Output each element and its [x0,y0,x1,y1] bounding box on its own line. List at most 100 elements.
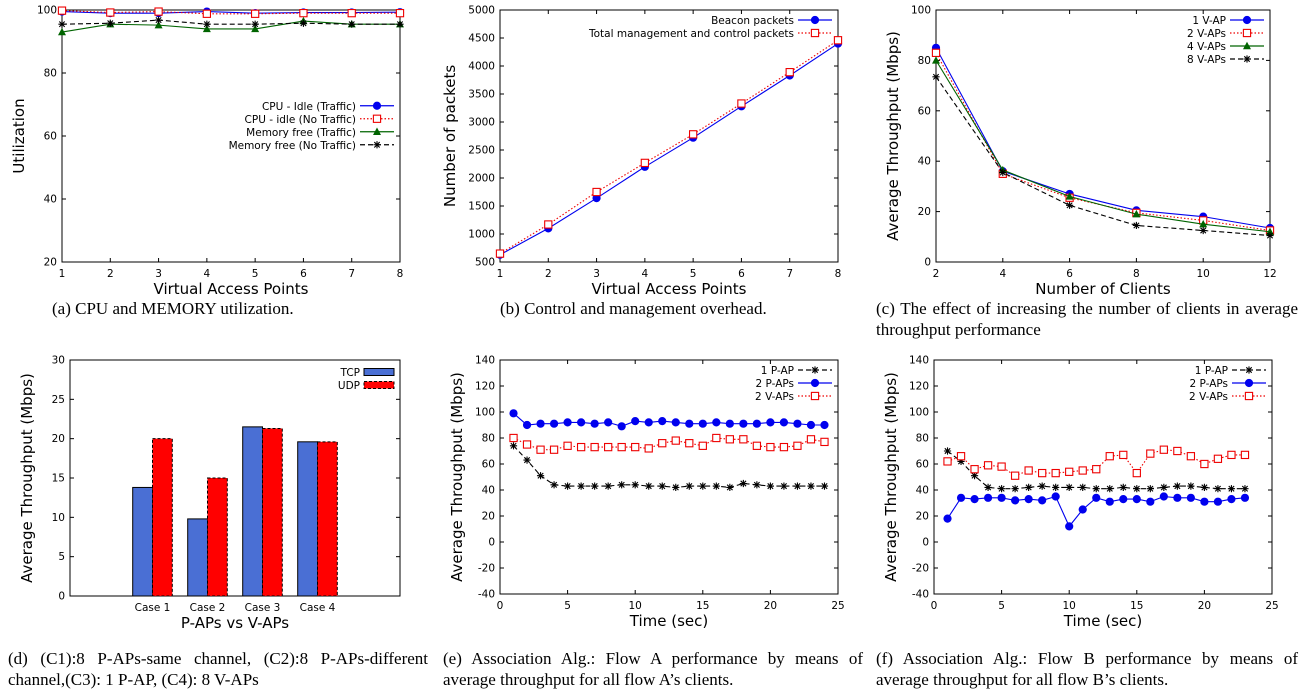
fig-d-ytick-label-1: 5 [58,551,65,563]
fig-f-point-1-6 [1024,495,1033,504]
fig-a-legend-label-2: Memory free (Traffic) [246,127,356,139]
fig-f-point-1-8 [1051,492,1060,501]
fig-e-legend-label-0: 1 P-AP [761,365,794,377]
fig-a-point-3-2 [154,16,163,24]
fig-d-yaxis-label: Average Throughput (Mbps) [18,373,36,583]
fig-a-ytick-label-4: 100 [37,5,57,17]
fig-a-point-1-3 [202,9,212,18]
fig-e-point-1-22 [806,420,816,430]
fig-f-point-1-17 [1173,493,1182,502]
fig-e-yaxis-label: Average Throughput (Mbps) [448,372,466,582]
fig-e-point-1-1 [522,420,532,430]
fig-a-xtick-label-2: 3 [155,268,162,280]
fig-d-bar-tcp-3 [297,441,319,597]
fig-c-point-2-2 [1065,192,1074,200]
fig-d-xtick-label-3: Case 4 [300,602,336,614]
fig-f-point-1-21 [1227,495,1236,504]
fig-d-ytick-label-3: 15 [52,473,65,485]
fig-a-point-2-2 [154,20,163,29]
fig-f-xtick-label-3: 15 [1130,600,1143,612]
fig-f-legend-label-1: 2 P-APs [1190,378,1228,390]
fig-e-point-2-15 [712,433,721,443]
fig-f-xaxis-label: Time (sec) [1063,612,1142,630]
fig-f-point-2-9 [1065,467,1074,476]
fig-a-yaxis-label: Utilization [10,98,28,173]
caption-e: (e) Association Alg.: Flow A performance… [443,649,863,689]
fig-f-point-0-2 [970,472,979,480]
fig-b-series-1 [495,36,843,258]
fig-e-point-1-20 [779,418,789,427]
fig-f-series-0 [943,447,1249,493]
fig-f-point-1-14 [1132,495,1141,504]
caption-d: (d) (C1):8 P-APs-same channel, (C2):8 P-… [8,649,428,689]
fig-b-xtick-label-5: 6 [738,268,745,280]
fig-e-series-line-1 [513,412,825,427]
fig-e-ytick-label-4: 40 [482,485,495,497]
fig-f-point-2-5 [1010,471,1020,480]
fig-a-point-1-6 [347,9,356,18]
fig-f-point-2-19 [1200,459,1209,469]
fig-a-point-1-7 [395,9,405,18]
fig-e-point-2-4 [563,441,572,450]
fig-a-xtick-label-0: 1 [59,268,66,280]
fig-f-point-1-19 [1200,497,1209,506]
fig-d-legend-swatch-1 [363,381,395,389]
fig-e-point-2-12 [671,436,680,445]
fig-f-point-0-9 [1065,483,1073,491]
fig-f-point-0-7 [1038,482,1046,490]
fig-b-xtick-label-1: 2 [545,268,552,280]
fig-a-series-line-3 [61,19,400,25]
fig-e-point-2-10 [644,444,653,453]
fig-c-series-line-0 [935,47,1271,229]
fig-d-xtick-label-2: Case 3 [245,602,281,614]
fig-f-point-2-8 [1051,468,1060,478]
fig-b-point-1-2 [592,187,601,197]
fig-c-series-line-3 [935,76,1271,237]
fig-a-point-1-4 [250,9,260,18]
fig-c-point-3-5 [1266,231,1274,240]
fig-e-point-2-17 [739,435,748,444]
fig-f-point-0-0 [943,447,952,455]
fig-e-point-1-17 [739,419,748,428]
fig-b-point-1-3 [640,158,650,168]
fig-d-bar-tcp-1 [187,518,208,597]
fig-f-point-2-12 [1105,452,1114,461]
fig-f-ytick-label-6: 80 [916,433,929,445]
legend-sample-marker-1 [810,28,820,38]
fig-a-point-2-3 [202,24,211,33]
fig-e-point-1-21 [793,419,802,428]
fig-e-point-0-22 [807,482,815,490]
chart-d: 0 5 10 15 20 25 30 P-APs vs V-APs Average Throug… [18,355,401,632]
fig-a-xtick-label-4: 5 [252,268,259,280]
figure-a: 20 40 60 80 100 Virtual Access Points Utilizat… [0,0,430,340]
fig-f-series-1 [943,492,1250,531]
fig-f-point-1-1 [956,493,966,502]
fig-a-point-2-4 [251,24,260,33]
fig-e-legend-label-2: 2 V-APs [755,391,794,403]
fig-e-point-2-20 [779,442,789,452]
fig-a-ytick-label-1: 40 [44,194,57,206]
fig-a-xtick-label-6: 7 [348,268,355,280]
fig-e-point-0-20 [780,482,788,490]
fig-f-series-2 [943,445,1250,480]
fig-d-xtick-label-1: Case 2 [190,602,226,614]
fig-c-ytick-label-0: 0 [924,257,931,269]
fig-e-point-2-9 [631,442,640,452]
figure-d: 0 5 10 15 20 25 30 P-APs vs V-APs Average Throug… [0,350,430,693]
fig-e-point-2-22 [806,435,816,444]
legend-sample-marker-2 [1243,41,1251,50]
fig-c-xtick-label-3: 8 [1133,268,1140,280]
fig-e-point-1-8 [617,422,626,431]
fig-c-legend-label-3: 8 V-APs [1187,54,1226,66]
fig-d-legend-label-1: UDP [338,380,360,392]
fig-e-point-0-4 [564,482,572,490]
fig-f-point-0-14 [1133,485,1141,493]
fig-e-point-0-0 [509,442,518,450]
caption-c: (c) The effect of increasing the number … [876,299,1298,339]
legend-sample-marker-0 [1245,366,1253,374]
fig-a-point-1-0 [57,6,67,15]
fig-f-point-0-22 [1241,485,1249,493]
legend-sample-marker-3 [1243,55,1251,63]
